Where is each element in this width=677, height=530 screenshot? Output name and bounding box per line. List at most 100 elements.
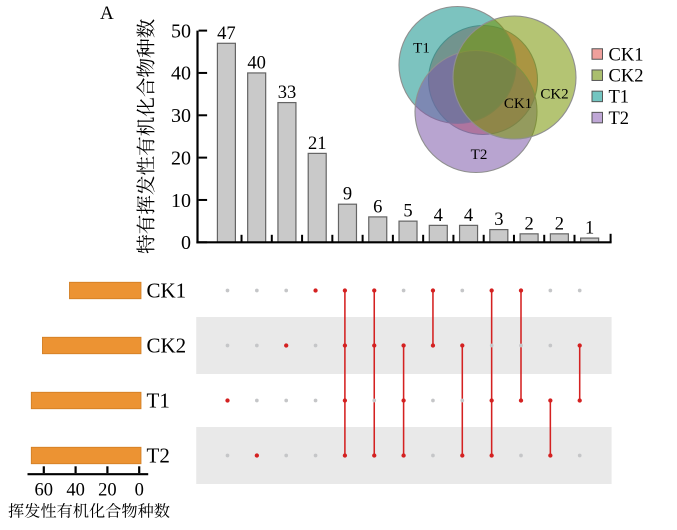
matrix-dot-member <box>313 288 318 293</box>
set-size-bar-t2 <box>30 446 142 465</box>
matrix-dot-member <box>577 343 582 348</box>
matrix-dot-member <box>225 398 230 403</box>
matrix-dot-member <box>372 288 377 293</box>
cjk-glyph <box>73 503 89 518</box>
legend-label-t1: T1 <box>609 88 630 108</box>
set-size-bar-ck1 <box>69 281 142 300</box>
venn-label-t1: T1 <box>413 41 430 57</box>
matrix-dot-empty <box>431 453 435 458</box>
matrix-dot-empty <box>372 398 377 403</box>
matrix-dot-member <box>460 343 465 348</box>
intersection-bar <box>337 203 358 243</box>
intersection-bar-value: 3 <box>494 210 503 230</box>
intersection-bar <box>489 228 509 243</box>
cjk-glyph <box>24 502 40 518</box>
intersection-bar-value: 40 <box>247 53 266 73</box>
cjk-glyph <box>136 176 155 195</box>
matrix-dot-member <box>548 453 553 458</box>
matrix-dot-member <box>342 398 348 403</box>
matrix-dot-member <box>401 398 406 403</box>
y-tick-label: 0 <box>181 232 191 254</box>
matrix-row-label-ck2: CK2 <box>147 334 187 358</box>
intersection-bar <box>458 224 479 243</box>
intersection-bar-value: 2 <box>555 214 564 234</box>
intersection-bar-value: 6 <box>373 197 382 217</box>
matrix-dot-empty <box>255 288 259 293</box>
matrix-dot-empty <box>577 453 582 458</box>
matrix-dot-empty <box>225 288 230 293</box>
cjk-glyph <box>136 78 155 97</box>
cjk-glyph <box>121 503 138 518</box>
legend-swatch-ck1 <box>591 48 603 60</box>
cjk-glyph <box>41 503 57 518</box>
matrix-row-label-t2: T2 <box>147 444 170 468</box>
intersection-bar <box>277 101 297 243</box>
cjk-glyph <box>8 503 24 518</box>
cjk-glyph <box>136 156 155 175</box>
intersection-bar-value: 21 <box>308 134 327 154</box>
matrix-dot-member <box>489 288 494 293</box>
venn-circle-ck2 <box>452 15 577 140</box>
matrix-dot-empty <box>401 288 406 293</box>
legend-label-t2: T2 <box>609 109 630 129</box>
matrix-dot-member <box>460 453 465 458</box>
intersection-bar-value: 5 <box>403 202 412 222</box>
matrix-dot-empty <box>431 398 435 403</box>
matrix-dot-member <box>489 453 494 458</box>
cjk-glyph <box>136 234 155 254</box>
intersection-bar <box>428 224 448 243</box>
matrix-dot-member <box>548 398 553 403</box>
matrix-dot-empty <box>548 343 553 348</box>
set-size-tick-label: 0 <box>135 481 144 501</box>
matrix-dot-empty <box>255 398 259 403</box>
cjk-glyph <box>137 503 154 518</box>
matrix-dot-empty <box>519 343 523 348</box>
legend-label-ck1: CK1 <box>609 45 644 65</box>
intersection-chart-y-axis-label <box>136 19 155 254</box>
matrix-dot-member <box>401 453 406 458</box>
cjk-glyph <box>89 503 105 518</box>
matrix-dot-member <box>342 343 348 348</box>
set-size-bar-t1 <box>30 391 142 410</box>
cjk-glyph <box>136 58 155 77</box>
intersection-bar <box>519 233 539 243</box>
matrix-dot-empty <box>519 453 523 458</box>
venn-label-t2: T2 <box>471 147 488 163</box>
venn-diagram: T1 CK2 CK1 T2 <box>398 5 577 174</box>
matrix-dot-member <box>342 453 348 458</box>
intersection-bar <box>549 233 569 243</box>
matrix-dot-empty <box>548 288 553 293</box>
legend-label-ck2: CK2 <box>609 66 644 86</box>
matrix-dot-member <box>430 288 436 293</box>
membership-matrix: CK1 CK2 T1 T2 <box>147 279 612 484</box>
matrix-dot-member <box>372 453 377 458</box>
set-size-tick-label: 40 <box>66 481 85 501</box>
matrix-dot-member <box>254 453 259 458</box>
matrix-dot-empty <box>313 398 318 403</box>
cjk-glyph <box>136 195 155 215</box>
matrix-dot-empty <box>460 288 465 293</box>
intersection-bar-value: 47 <box>217 24 236 44</box>
intersection-bar-value: 9 <box>343 185 352 205</box>
set-size-bar-ck2 <box>42 336 142 355</box>
matrix-dot-empty <box>225 343 230 348</box>
matrix-dot-member <box>284 343 289 348</box>
intersection-bar-value: 2 <box>524 214 533 234</box>
matrix-dot-empty <box>313 453 318 458</box>
intersection-bar-value: 4 <box>434 206 443 226</box>
set-size-x-axis-label <box>8 502 170 518</box>
matrix-row-label-t1: T1 <box>147 389 170 413</box>
y-tick-label: 10 <box>171 190 191 212</box>
matrix-dot-empty <box>284 398 289 403</box>
matrix-dot-empty <box>284 453 289 458</box>
set-size-bar-chart: 60 40 20 0 <box>27 281 149 501</box>
matrix-dot-empty <box>284 288 289 293</box>
cjk-glyph <box>57 503 73 518</box>
cjk-glyph <box>136 38 155 58</box>
set-size-tick-label: 20 <box>98 481 117 501</box>
matrix-row-label-ck1: CK1 <box>147 279 187 303</box>
